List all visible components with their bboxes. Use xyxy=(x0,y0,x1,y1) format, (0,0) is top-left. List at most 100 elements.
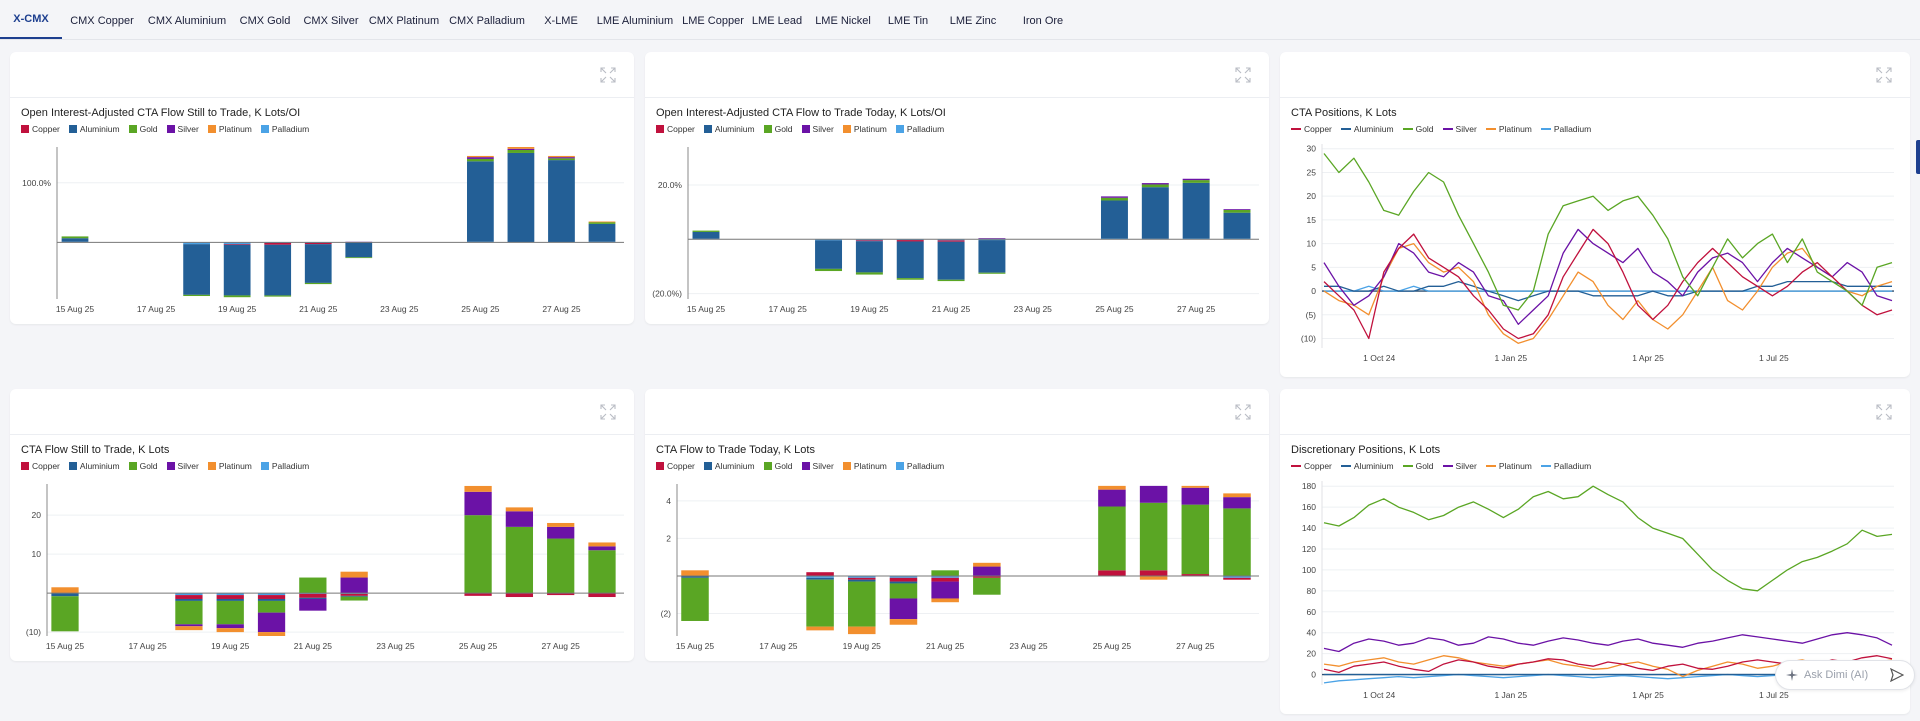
legend-item-platinum[interactable]: Platinum xyxy=(207,124,252,134)
bar-segment-platinum[interactable] xyxy=(175,626,203,631)
bar-segment-aluminium[interactable] xyxy=(51,593,79,597)
bar-segment-gold[interactable] xyxy=(1181,504,1210,575)
expand-icon[interactable] xyxy=(600,404,616,420)
legend-item-gold[interactable]: Gold xyxy=(128,124,158,134)
bar-segment-aluminium[interactable] xyxy=(896,241,924,279)
bar-segment-platinum[interactable] xyxy=(547,522,575,527)
bar-segment-silver[interactable] xyxy=(507,148,535,150)
bar-segment-copper[interactable] xyxy=(299,593,327,598)
legend-item-gold[interactable]: Gold xyxy=(1402,124,1434,134)
bar-segment-aluminium[interactable] xyxy=(937,241,965,280)
bar-segment-silver[interactable] xyxy=(547,526,575,539)
bar-segment-aluminium[interactable] xyxy=(61,238,89,242)
bar-segment-silver[interactable] xyxy=(505,511,534,527)
bar-segment-platinum[interactable] xyxy=(848,626,876,635)
bar-segment-gold[interactable] xyxy=(257,600,286,613)
bar-segment-palladium[interactable] xyxy=(855,239,883,241)
bar-segment-gold[interactable] xyxy=(467,158,494,162)
expand-icon[interactable] xyxy=(1876,404,1892,420)
tab-lme-tin[interactable]: LME Tin xyxy=(887,15,929,27)
series-line-silver[interactable] xyxy=(1323,632,1893,653)
bar-segment-palladium[interactable] xyxy=(183,242,210,245)
bar-segment-silver[interactable] xyxy=(175,624,203,627)
bar-segment-gold[interactable] xyxy=(183,294,210,297)
bar-segment-platinum[interactable] xyxy=(505,507,534,512)
bar-segment-copper[interactable] xyxy=(175,595,203,599)
bar-segment-palladium[interactable] xyxy=(889,575,918,578)
bar-segment-copper[interactable] xyxy=(588,593,616,598)
bar-segment-palladium[interactable] xyxy=(848,575,876,578)
bar-segment-gold[interactable] xyxy=(889,583,918,599)
bar-segment-silver[interactable] xyxy=(973,566,1001,576)
bar-segment-platinum[interactable] xyxy=(973,562,1001,567)
bar-segment-palladium[interactable] xyxy=(806,575,834,578)
bar-segment-gold[interactable] xyxy=(345,257,373,259)
bar-segment-gold[interactable] xyxy=(1223,209,1251,213)
bar-segment-gold[interactable] xyxy=(304,282,332,285)
bar-segment-silver[interactable] xyxy=(1223,497,1251,509)
bar-segment-aluminium[interactable] xyxy=(345,242,373,258)
bar-segment-palladium[interactable] xyxy=(175,593,203,596)
bar-segment-copper[interactable] xyxy=(216,595,244,599)
tab-x-cmx[interactable]: X-CMX xyxy=(0,0,62,39)
bar-segment-aluminium[interactable] xyxy=(681,575,709,578)
legend-item-platinum[interactable]: Platinum xyxy=(207,461,252,471)
legend-item-silver[interactable]: Silver xyxy=(166,124,199,134)
bar-segment-gold[interactable] xyxy=(264,295,292,297)
bar-segment-gold[interactable] xyxy=(806,579,834,627)
legend-item-platinum[interactable]: Platinum xyxy=(842,124,887,134)
bar-segment-copper[interactable] xyxy=(257,595,286,599)
legend-item-aluminium[interactable]: Aluminium xyxy=(703,461,755,471)
legend-item-palladium[interactable]: Palladium xyxy=(895,124,944,134)
bar-segment-copper[interactable] xyxy=(547,593,575,596)
bar-segment-platinum[interactable] xyxy=(931,598,959,603)
tab-cmx-silver[interactable]: CMX Silver xyxy=(303,15,359,27)
bar-segment-aluminium[interactable] xyxy=(1182,182,1210,239)
side-drawer-handle[interactable] xyxy=(1916,140,1920,174)
bar-segment-platinum[interactable] xyxy=(889,619,918,625)
bar-segment-copper[interactable] xyxy=(1139,570,1168,576)
bar-segment-copper[interactable] xyxy=(340,593,368,596)
bar-segment-silver[interactable] xyxy=(1181,487,1210,505)
bar-segment-gold[interactable] xyxy=(815,268,843,272)
bar-segment-gold[interactable] xyxy=(464,515,492,594)
bar-segment-aluminium[interactable] xyxy=(223,244,251,296)
bar-segment-copper[interactable] xyxy=(464,593,492,596)
bar-segment-platinum[interactable] xyxy=(548,155,575,158)
bar-segment-gold[interactable] xyxy=(1141,184,1169,188)
bar-segment-silver[interactable] xyxy=(257,612,286,633)
bar-segment-silver[interactable] xyxy=(216,624,244,629)
bar-segment-gold[interactable] xyxy=(973,577,1001,595)
tab-cmx-gold[interactable]: CMX Gold xyxy=(239,15,291,27)
bar-segment-aluminium[interactable] xyxy=(889,581,918,584)
series-line-silver[interactable] xyxy=(1323,228,1893,325)
expand-icon[interactable] xyxy=(1235,404,1251,420)
bar-segment-gold[interactable] xyxy=(848,581,876,627)
bar-segment-platinum[interactable] xyxy=(257,632,286,636)
legend-item-silver[interactable]: Silver xyxy=(166,461,199,471)
legend-item-gold[interactable]: Gold xyxy=(1402,461,1434,471)
bar-segment-gold[interactable] xyxy=(1139,502,1168,571)
tab-cmx-copper[interactable]: CMX Copper xyxy=(70,15,134,27)
bar-segment-aluminium[interactable] xyxy=(183,244,210,295)
expand-icon[interactable] xyxy=(1235,67,1251,83)
bar-segment-aluminium[interactable] xyxy=(1100,200,1128,239)
legend-item-copper[interactable]: Copper xyxy=(656,461,695,471)
bar-segment-copper[interactable] xyxy=(806,572,834,576)
legend-item-copper[interactable]: Copper xyxy=(21,461,60,471)
bar-segment-aluminium[interactable] xyxy=(548,160,575,243)
tab-cmx-platinum[interactable]: CMX Platinum xyxy=(368,15,440,27)
bar-segment-silver[interactable] xyxy=(889,598,918,620)
bar-segment-platinum[interactable] xyxy=(681,570,709,576)
bar-segment-gold[interactable] xyxy=(1182,180,1210,183)
ask-dimi-widget[interactable]: Ask Dimi (AI) xyxy=(1775,660,1915,690)
bar-segment-silver[interactable] xyxy=(340,577,368,594)
legend-item-copper[interactable]: Copper xyxy=(1291,461,1332,471)
bar-segment-aluminium[interactable] xyxy=(806,577,834,580)
bar-segment-aluminium[interactable] xyxy=(1141,187,1169,239)
bar-segment-platinum[interactable] xyxy=(216,628,244,633)
series-line-gold[interactable] xyxy=(1323,485,1893,592)
series-line-copper[interactable] xyxy=(1323,228,1893,340)
bar-segment-aluminium[interactable] xyxy=(588,223,616,242)
bar-segment-aluminium[interactable] xyxy=(978,240,1006,273)
